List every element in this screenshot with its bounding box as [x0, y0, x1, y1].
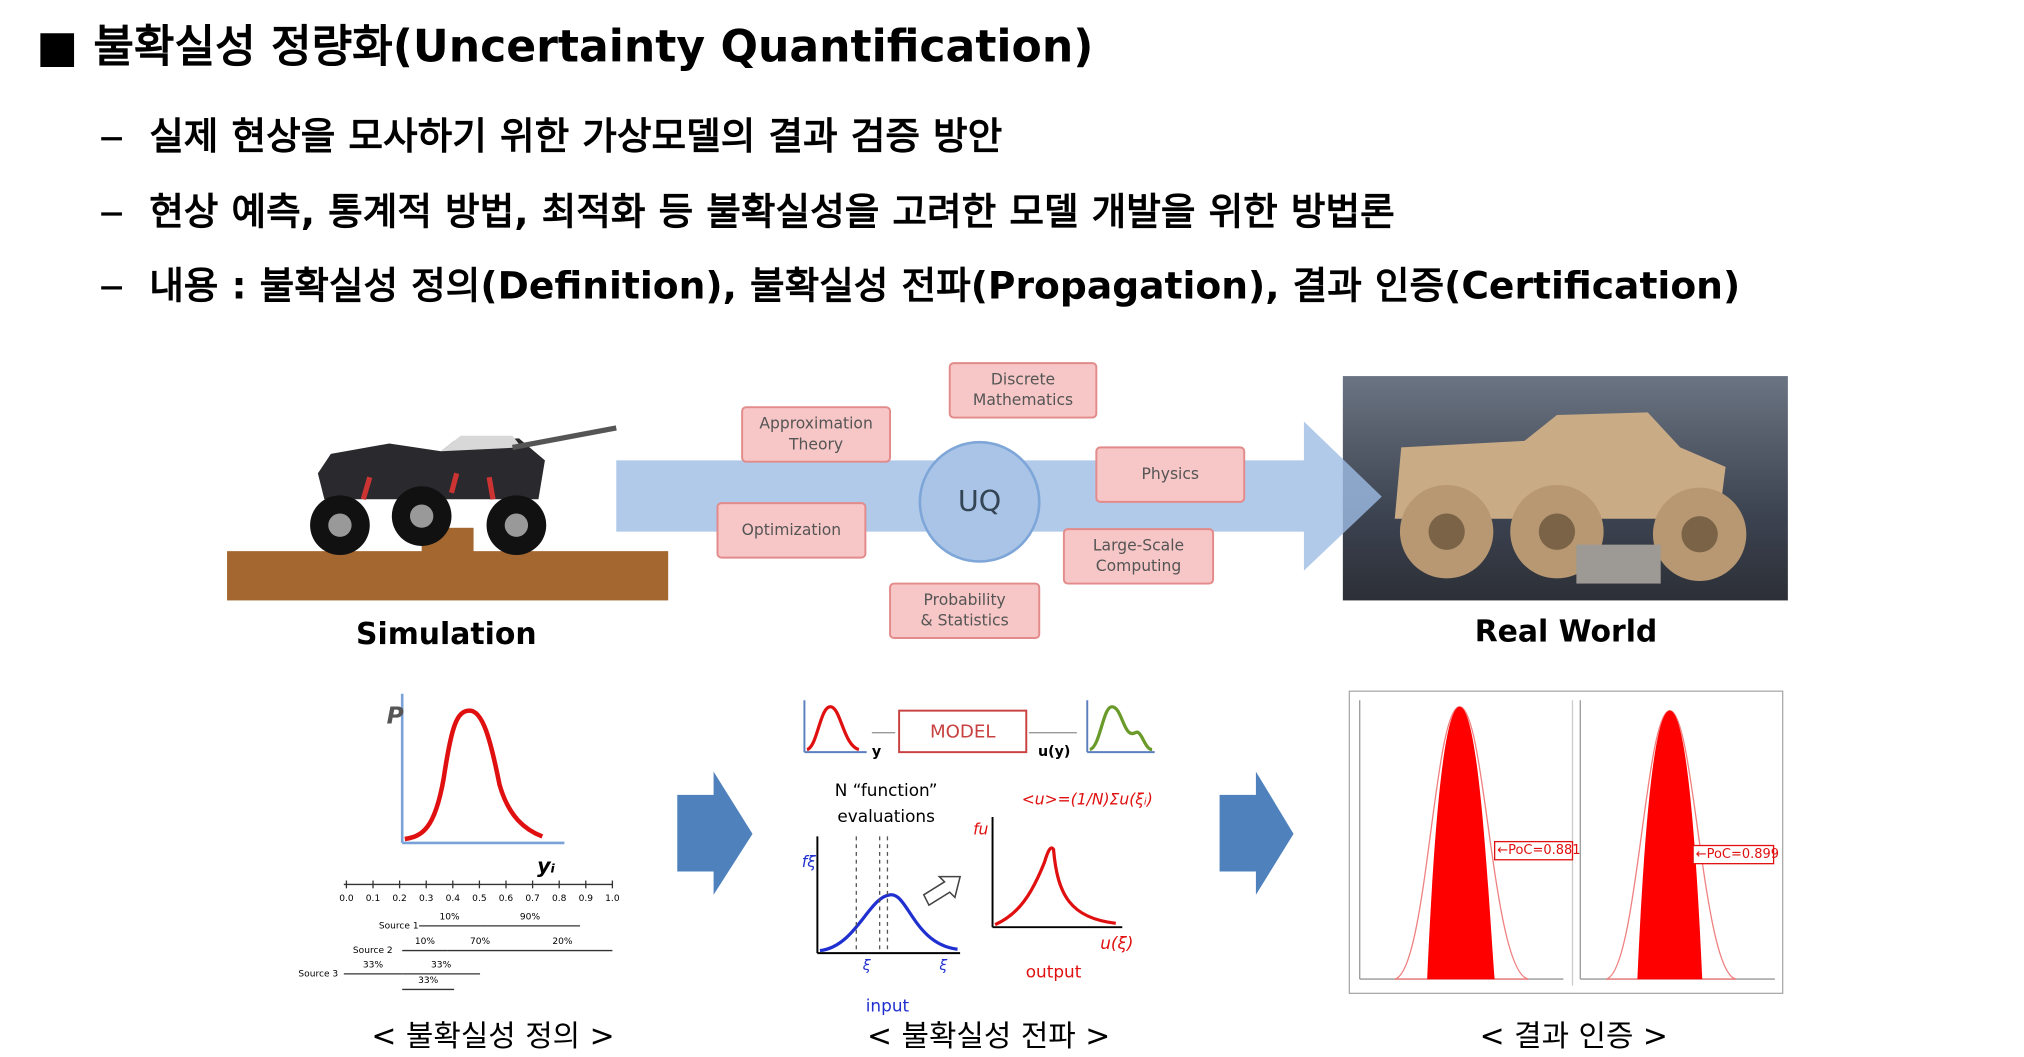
source-label: Source 2	[353, 946, 393, 956]
field-label: Computing	[1096, 557, 1181, 575]
xi-label: ξ	[862, 958, 872, 974]
caption: < 불확실성 정의 >	[371, 1019, 614, 1053]
simulation-label: Simulation	[356, 617, 537, 652]
tick-label: 0.3	[419, 894, 434, 904]
propagation-figure	[803, 700, 1155, 955]
tick-label: 0.0	[339, 894, 354, 904]
bullet: 실제 현상을 모사하기 위한 가상모델의 결과 검증 방안	[149, 114, 1002, 158]
real-world-label: Real World	[1475, 614, 1658, 649]
uq-fields: Discrete Mathematics Approximation Theory Ph…	[716, 362, 1246, 639]
bullet: 내용 : 불확실성 정의(Definition), 불확실성 전파(Propag…	[149, 263, 1740, 307]
tick-label: 0.7	[525, 894, 539, 904]
source-part: 20%	[552, 937, 573, 947]
uy-label: u(y)	[1038, 744, 1070, 760]
title: ■ 불확실성 정량화(Uncertainty Quantification)	[36, 21, 1093, 72]
input: input	[866, 995, 910, 1015]
formula: <u>=(1/N)Σu(ξᵢ)	[1022, 791, 1153, 809]
p-label: P	[387, 702, 404, 730]
source-part: 90%	[520, 912, 541, 922]
source-part: 33%	[363, 960, 384, 970]
caption: < 불확실성 전파 >	[867, 1019, 1110, 1053]
tick-label: 1.0	[605, 894, 620, 904]
tick-label: 0.6	[499, 894, 514, 904]
field-box	[716, 502, 867, 559]
arrow	[1219, 771, 1294, 895]
simulation-image	[227, 425, 669, 601]
source-part: 33%	[418, 976, 439, 986]
y-label: yᵢ	[537, 853, 556, 877]
u-xi: u(ξ)	[1100, 933, 1133, 953]
model-label: MODEL	[930, 722, 996, 743]
uq-label: UQ	[958, 485, 1001, 518]
field-box	[1062, 528, 1215, 585]
field-label: Discrete	[991, 370, 1055, 388]
tick-label: 0.8	[552, 894, 567, 904]
xi-label: ξ	[938, 958, 948, 974]
f-xi: fξ	[802, 853, 816, 871]
evaluations: evaluations	[837, 806, 934, 826]
real-world-image	[1342, 376, 1788, 601]
tick-label: 0.2	[392, 894, 406, 904]
field-box	[741, 406, 892, 463]
source-part: 10%	[415, 937, 436, 947]
y-label: y	[872, 744, 882, 760]
arrow	[677, 771, 753, 895]
caption: < 결과 인증 >	[1480, 1019, 1668, 1053]
field-box	[889, 582, 1041, 639]
output: output	[1026, 962, 1082, 982]
source-label: Source 1	[379, 921, 419, 931]
tick-label: 0.5	[472, 894, 486, 904]
field-label: Large-Scale	[1093, 536, 1184, 554]
definition-figure: P yᵢ 0.0 0.1 0.2 0.3 0.4 0.5 0.6 0.7 0.8 0.9 1.0 So…	[298, 693, 620, 991]
field-label: Probability	[924, 591, 1006, 609]
field-box	[1095, 446, 1246, 503]
source-part: 33%	[431, 960, 452, 970]
certification-figure: ←PoC=0.881 ←PoC=0.899	[1348, 690, 1784, 994]
f-u: fu	[973, 820, 988, 838]
source-label: Source 3	[298, 969, 338, 979]
field-label: Optimization	[742, 521, 841, 539]
bullets: 실제 현상을 모사하기 위한 가상모델의 결과 검증 방안 현상 예측, 통계적…	[101, 114, 1740, 307]
field-label: Approximation	[759, 415, 872, 433]
field-label: Theory	[788, 435, 843, 453]
field-label: & Statistics	[921, 612, 1009, 630]
uq-circle	[918, 440, 1041, 563]
tick-label: 0.9	[579, 894, 594, 904]
field-box	[948, 362, 1098, 419]
field-label: Physics	[1142, 465, 1200, 483]
source-part: 70%	[470, 937, 491, 947]
tick-label: 0.4	[446, 894, 461, 904]
field-label: Mathematics	[973, 391, 1073, 409]
source-part: 10%	[439, 912, 460, 922]
bullet: 현상 예측, 통계적 방법, 최적화 등 불확실성을 고려한 모델 개발을 위한…	[149, 189, 1395, 233]
poc: ←PoC=0.899	[1696, 847, 1779, 862]
propagation-text: MODEL y u(y) N “function” evaluations <u…	[802, 722, 1153, 1016]
evaluations: N “function”	[835, 780, 938, 800]
tick-label: 0.1	[366, 894, 380, 904]
poc: ←PoC=0.881	[1497, 843, 1580, 858]
